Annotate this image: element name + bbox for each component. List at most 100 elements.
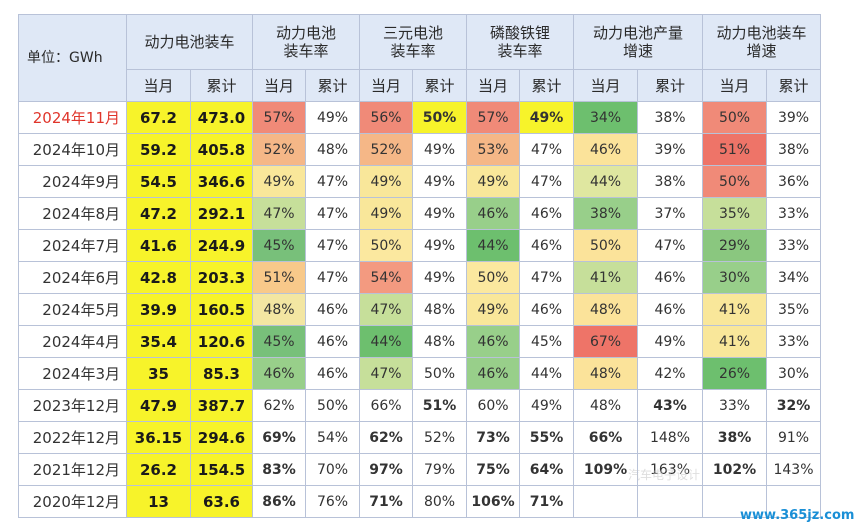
site-footer: www.365jz.com [740,508,855,523]
rate-cell: 46% [252,357,306,390]
subheader-cumulative: 累计 [305,69,360,102]
rate-cell: 39% [637,133,703,166]
rate-cell: 49% [412,261,467,294]
month-cell: 2023年12月 [18,389,127,422]
volume-cell: 154.5 [190,453,253,486]
rate-cell: 42% [637,357,703,390]
rate-cell: 51% [412,389,467,422]
month-cell: 2024年9月 [18,165,127,198]
rate-cell: 54% [305,421,360,454]
rate-cell: 30% [702,261,767,294]
month-cell: 2022年12月 [18,421,127,454]
month-cell: 2024年11月 [18,101,127,134]
volume-cell: 47.9 [126,389,191,422]
rate-cell: 64% [519,453,574,486]
subheader-cumulative: 累计 [766,69,821,102]
rate-cell: 91% [766,421,821,454]
volume-cell: 244.9 [190,229,253,262]
rate-cell: 45% [519,325,574,358]
header-install-growth: 动力电池装车 增速 [702,14,821,70]
rate-cell: 34% [573,101,638,134]
rate-cell: 102% [702,453,767,486]
table-row: 2024年11月 67.2 473.0 57% 49% 56% 50% 57% 49% 34% 38… [18,101,821,134]
rate-cell: 34% [766,261,821,294]
rate-cell: 49% [519,389,574,422]
rate-cell: 52% [359,133,413,166]
volume-cell: 35 [126,357,191,390]
rate-cell: 83% [252,453,306,486]
rate-cell: 44% [573,165,638,198]
subheader-current-month: 当月 [359,69,413,102]
rate-cell: 36% [766,165,821,198]
volume-cell: 120.6 [190,325,253,358]
rate-cell: 67% [573,325,638,358]
rate-cell: 66% [359,389,413,422]
volume-cell: 473.0 [190,101,253,134]
rate-cell: 44% [519,357,574,390]
rate-cell: 38% [766,133,821,166]
rate-cell: 163% [637,453,703,486]
subheader-current-month: 当月 [126,69,191,102]
rate-cell: 44% [359,325,413,358]
header-battery-install-rate: 动力电池 装车率 [252,14,360,70]
table-body: 2024年11月 67.2 473.0 57% 49% 56% 50% 57% 49% 34% 38… [18,101,821,518]
rate-cell: 43% [637,389,703,422]
rate-cell: 49% [359,165,413,198]
month-cell: 2024年6月 [18,261,127,294]
rate-cell: 47% [519,261,574,294]
subheader-row: 当月 累计 当月 累计 当月 累计 当月 累计 当月 累计 当月 累计 [19,69,821,102]
subheader-current-month: 当月 [466,69,520,102]
rate-cell: 50% [412,357,467,390]
rate-cell: 53% [466,133,520,166]
rate-cell: 41% [573,261,638,294]
rate-cell: 38% [573,197,638,230]
rate-cell: 47% [305,165,360,198]
volume-cell: 405.8 [190,133,253,166]
rate-cell: 33% [766,325,821,358]
rate-cell: 49% [412,197,467,230]
rate-cell: 47% [519,133,574,166]
rate-cell [637,485,703,518]
rate-cell: 46% [637,261,703,294]
rate-cell: 48% [573,389,638,422]
rate-cell: 39% [766,101,821,134]
rate-cell: 46% [305,325,360,358]
rate-cell: 71% [519,485,574,518]
rate-cell: 47% [252,197,306,230]
month-cell: 2021年12月 [18,453,127,486]
header-lfp-install-rate: 磷酸铁锂 装车率 [466,14,574,70]
watermark: 汽车电子设计 [628,468,701,482]
rate-cell: 48% [305,133,360,166]
rate-cell: 45% [252,229,306,262]
rate-cell: 30% [766,357,821,390]
rate-cell: 51% [252,261,306,294]
rate-cell: 70% [305,453,360,486]
table-row: 2024年4月 35.4 120.6 45% 46% 44% 48% 46% 45% 67% 49%… [18,325,821,358]
header-ternary-install-rate: 三元电池 装车率 [359,14,467,70]
volume-cell: 67.2 [126,101,191,134]
rate-cell: 50% [702,165,767,198]
rate-cell: 48% [412,293,467,326]
subheader-current-month: 当月 [252,69,306,102]
rate-cell: 48% [573,293,638,326]
volume-cell: 47.2 [126,197,191,230]
rate-cell: 50% [412,101,467,134]
volume-cell: 346.6 [190,165,253,198]
table-row: 2024年10月 59.2 405.8 52% 48% 52% 49% 53% 47% 46% 39… [18,133,821,166]
rate-cell: 62% [252,389,306,422]
table-row: 2024年7月 41.6 244.9 45% 47% 50% 49% 44% 46% 50% 47%… [18,229,821,262]
rate-cell: 49% [637,325,703,358]
rate-cell: 51% [702,133,767,166]
volume-cell: 85.3 [190,357,253,390]
rate-cell: 49% [359,197,413,230]
rate-cell: 109% [573,453,638,486]
rate-cell: 46% [637,293,703,326]
subheader-cumulative: 累计 [519,69,574,102]
rate-cell: 26% [702,357,767,390]
rate-cell: 49% [305,101,360,134]
volume-cell: 387.7 [190,389,253,422]
rate-cell: 55% [519,421,574,454]
table-row: 2022年12月 36.15 294.6 69% 54% 62% 52% 73% 55% 66% 1… [18,421,821,454]
rate-cell: 52% [412,421,467,454]
rate-cell: 44% [466,229,520,262]
